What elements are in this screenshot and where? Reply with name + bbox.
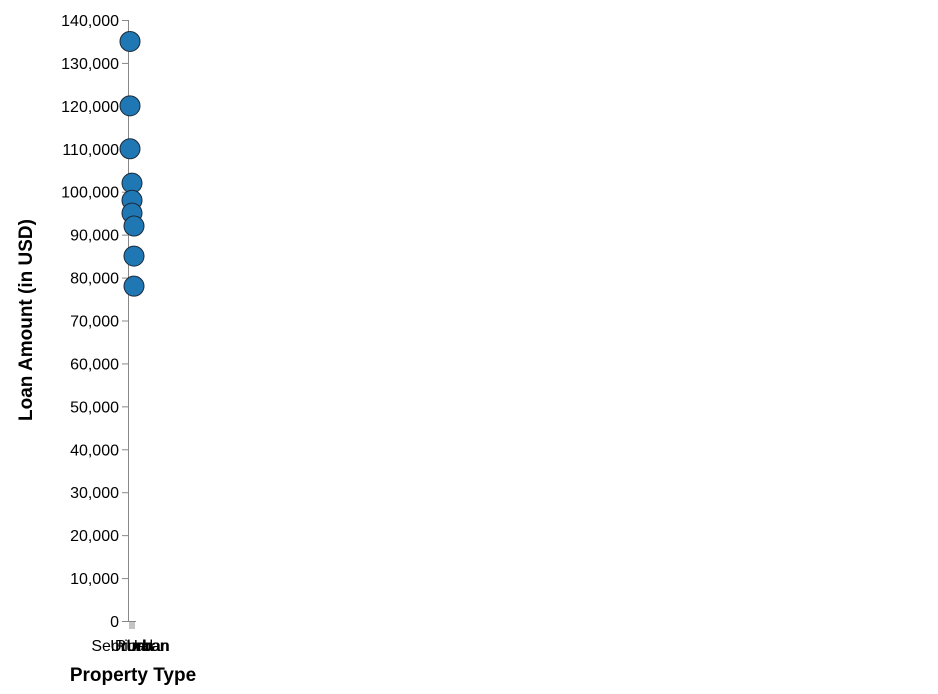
x-axis-title: Property Type <box>70 665 196 686</box>
y-axis: 0 10,000 20,000 30,000 40,000 50,000 60,000 70,… <box>61 13 129 631</box>
data-point <box>123 215 145 237</box>
y-tick-label: 80,000 <box>70 271 119 288</box>
y-tick-label: 90,000 <box>70 228 119 245</box>
y-tick-label: 40,000 <box>70 442 119 459</box>
x-tick-label: Semiurban <box>91 638 168 655</box>
x-tick-label: Urban <box>126 638 170 655</box>
y-tick-label: 0 <box>110 614 119 631</box>
y-tick-label: 10,000 <box>70 571 119 588</box>
data-points <box>119 30 145 297</box>
y-tick-label: 70,000 <box>70 314 119 331</box>
y-tick-label: 130,000 <box>61 56 119 73</box>
y-tick-label: 20,000 <box>70 528 119 545</box>
y-tick-label: 100,000 <box>61 185 119 202</box>
y-tick-label: 110,000 <box>62 142 119 159</box>
y-tick-label: 60,000 <box>70 356 119 373</box>
data-point <box>119 138 141 160</box>
x-tick-label: Rural <box>115 638 153 655</box>
y-tick-label: 120,000 <box>61 99 119 116</box>
y-tick-label: 30,000 <box>70 485 119 502</box>
data-point <box>123 245 145 267</box>
data-point <box>119 95 141 117</box>
data-point <box>123 275 145 297</box>
y-tick-label: 140,000 <box>61 13 119 30</box>
data-point <box>119 30 141 52</box>
y-tick-label: 50,000 <box>70 399 119 416</box>
y-axis-title: Loan Amount (in USD) <box>16 219 37 421</box>
x-tick-label: Urban <box>110 638 154 655</box>
